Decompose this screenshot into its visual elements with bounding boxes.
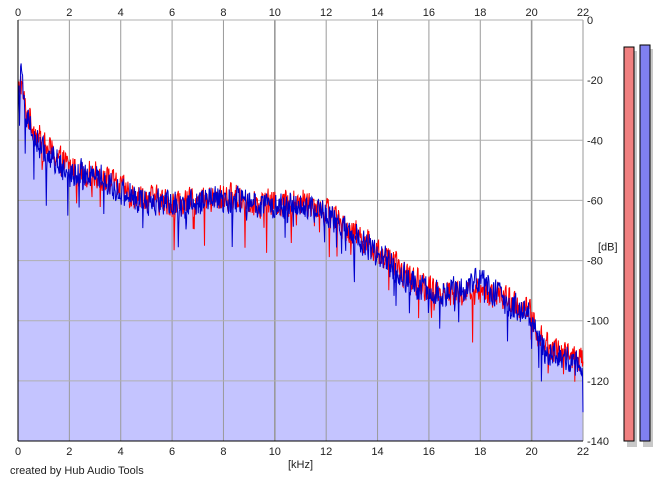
x-tick-label-bottom: 16 — [423, 446, 435, 458]
y-tick-labels: 0 -20 -40 -60 -80 -100 -120 -140 — [587, 15, 609, 448]
series-line-1 — [17, 63, 584, 413]
credit-text: created by Hub Audio Tools — [10, 465, 144, 477]
gridlines — [18, 19, 584, 441]
y-tick-label: 0 — [587, 15, 593, 27]
level-meter-bar — [639, 44, 651, 442]
x-tick-label-top: 10 — [269, 7, 281, 19]
y-tick-label: -80 — [587, 256, 603, 268]
x-tick-label-top: 2 — [66, 7, 72, 19]
y-tick-label: -20 — [587, 75, 603, 87]
x-tick-label-top: 22 — [577, 7, 589, 19]
x-tick-label-bottom: 0 — [15, 446, 21, 458]
x-tick-label-bottom: 8 — [220, 446, 226, 458]
x-tick-label-bottom: 10 — [269, 446, 281, 458]
x-tick-label-bottom: 14 — [371, 446, 383, 458]
y-tick-label: -60 — [587, 195, 603, 207]
x-tick-label-bottom: 22 — [577, 446, 589, 458]
x-tick-label-bottom: 18 — [474, 446, 486, 458]
x-tick-label-top: 18 — [474, 7, 486, 19]
x-tick-labels-bottom: 0 2 4 6 8 10 12 14 16 18 20 22 — [15, 446, 589, 458]
level-meters — [623, 44, 653, 447]
x-tick-label-bottom: 20 — [526, 446, 538, 458]
x-tick-label-top: 14 — [371, 7, 383, 19]
y-tick-label: -120 — [587, 376, 609, 388]
x-tick-label-top: 16 — [423, 7, 435, 19]
y-tick-label: -140 — [587, 436, 609, 448]
x-tick-label-top: 6 — [169, 7, 175, 19]
x-tick-label-top: 20 — [526, 7, 538, 19]
y-tick-label: -100 — [587, 316, 609, 328]
x-tick-label-bottom: 2 — [66, 446, 72, 458]
y-axis-title: [dB] — [598, 242, 618, 254]
x-tick-label-top: 12 — [320, 7, 332, 19]
x-tick-labels-top: 0 2 4 6 8 10 12 14 16 18 20 22 — [15, 7, 589, 19]
spectrum-series — [17, 63, 584, 413]
level-meter-bar — [623, 46, 635, 442]
x-tick-label-top: 4 — [118, 7, 124, 19]
x-tick-label-bottom: 12 — [320, 446, 332, 458]
spectrum-fill-area — [18, 63, 583, 442]
x-tick-label-top: 8 — [220, 7, 226, 19]
x-tick-label-bottom: 6 — [169, 446, 175, 458]
x-tick-label-bottom: 4 — [118, 446, 124, 458]
y-tick-label: -40 — [587, 135, 603, 147]
x-tick-label-top: 0 — [15, 7, 21, 19]
x-axis-title: [kHz] — [288, 459, 313, 471]
